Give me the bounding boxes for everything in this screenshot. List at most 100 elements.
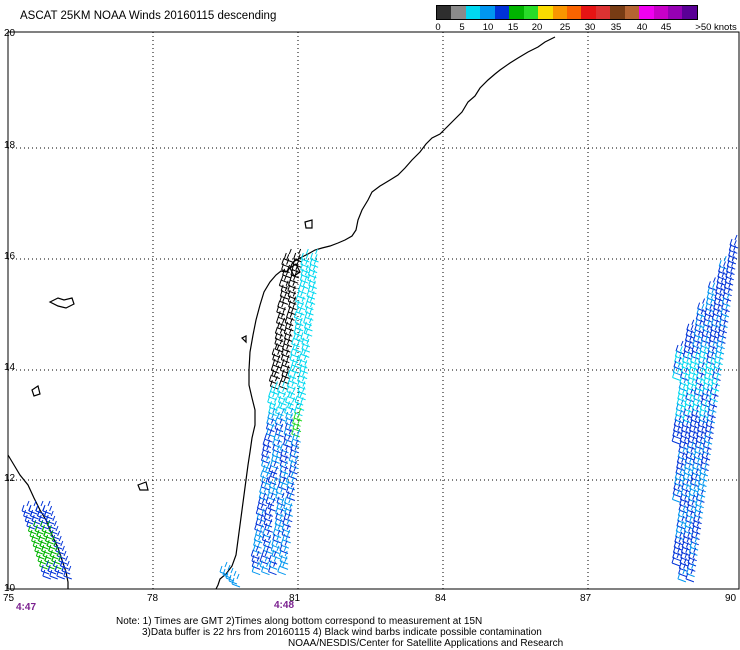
legend-swatch: [682, 6, 697, 19]
wind-barb: [34, 540, 43, 555]
wind-barb: [261, 529, 271, 544]
legend-swatch: [465, 6, 481, 19]
legend-label: 30: [584, 22, 596, 33]
wind-barb: [292, 413, 301, 427]
wind-barb: [295, 397, 305, 411]
lat-label: 10: [4, 583, 16, 594]
lon-label: 90: [725, 593, 737, 604]
wind-barb: [231, 573, 241, 588]
wind-barb: [291, 423, 300, 438]
wind-barbs: [21, 234, 739, 588]
wind-barb: [40, 560, 50, 575]
legend-labels: 0 5 10 15 20 25 30 35 40 45 >50 knots: [435, 20, 736, 33]
wind-barb: [307, 280, 317, 295]
wind-barb: [293, 328, 302, 342]
legend-swatch: [523, 6, 539, 19]
wind-barb: [261, 455, 270, 470]
wind-barb: [300, 259, 309, 274]
legend-label: 5: [459, 22, 465, 33]
wind-barb: [268, 460, 278, 475]
lon-label: 75: [3, 593, 15, 604]
wind-barb: [281, 338, 291, 353]
wind-barb: [275, 402, 284, 417]
wind-barb: [282, 264, 291, 279]
wind-barb: [256, 497, 266, 512]
legend-swatch: [639, 6, 654, 19]
wind-barb: [284, 418, 294, 433]
wind-barb: [300, 328, 310, 342]
wind-barb: [255, 513, 265, 528]
wind-barb: [261, 561, 270, 576]
wind-barb: [298, 354, 308, 369]
wind-barb: [31, 530, 40, 545]
wind-barb: [262, 460, 272, 475]
wind-barb: [293, 407, 303, 422]
wind-barb: [285, 482, 295, 496]
legend-label: 0: [435, 22, 441, 33]
inland-lake-4: [137, 481, 149, 491]
wind-barb: [273, 429, 283, 443]
wind-barb: [42, 565, 51, 580]
legend-swatch: [624, 6, 640, 19]
legend-label: >50 knots: [695, 22, 737, 33]
wind-barb: [287, 365, 297, 380]
wind-barb: [287, 397, 296, 411]
wind-barb: [283, 429, 293, 443]
wind-barb: [289, 360, 299, 374]
graticule: [8, 32, 739, 589]
wind-barb: [285, 317, 294, 332]
wind-barb: [266, 423, 275, 438]
wind-barb: [251, 561, 261, 576]
wind-barb: [280, 349, 290, 364]
wind-barb: [262, 439, 272, 454]
lat-label: 14: [4, 362, 16, 373]
wind-barb: [35, 545, 45, 560]
wind-barb: [263, 513, 273, 528]
wind-barb: [267, 497, 276, 512]
wind-barb: [39, 555, 48, 570]
wind-barb: [277, 561, 286, 576]
wind-barb: [252, 540, 262, 554]
note-line-2: 3)Data buffer is 22 hrs from 20160115 4)…: [142, 627, 542, 638]
wind-barb: [267, 407, 276, 422]
wind-barb: [56, 565, 65, 580]
wind-barb: [23, 505, 32, 520]
wind-barb: [294, 317, 304, 332]
wind-barb: [271, 365, 280, 380]
wind-barb: [685, 568, 695, 583]
lat-label: 18: [4, 140, 16, 151]
note-line-3: NOAA/NESDIS/Center for Satellite Applica…: [288, 638, 564, 649]
wind-barb: [671, 430, 681, 445]
wind-barb: [280, 535, 290, 549]
wind-barb: [24, 510, 34, 525]
wind-barb: [26, 515, 35, 530]
wind-barb: [275, 487, 284, 501]
map-title: ASCAT 25KM NOAA Winds 20160115 descendin…: [20, 10, 277, 22]
legend-swatch: [581, 6, 596, 19]
wind-barb: [261, 545, 271, 560]
srilanka-coast: [7, 454, 69, 589]
wind-barb: [292, 429, 301, 443]
wind-barb: [279, 466, 288, 480]
wind-barb: [672, 367, 681, 381]
wind-barb: [259, 556, 269, 570]
legend-label: 15: [507, 22, 519, 33]
wind-barb: [49, 565, 58, 580]
wind-barb: [280, 444, 289, 459]
wind-barb: [32, 535, 42, 550]
legend-swatch: [480, 6, 495, 19]
wind-barb: [288, 466, 298, 480]
wind-barb: [297, 386, 306, 401]
legend-swatch: [437, 6, 452, 19]
wind-barb: [294, 391, 304, 406]
wind-barb: [254, 519, 263, 533]
wind-barb: [279, 291, 289, 305]
wind-barb: [268, 402, 277, 417]
wind-barb: [290, 344, 299, 358]
pass-time: 4:47: [16, 602, 37, 613]
legend-swatch: [668, 6, 683, 19]
wind-barb: [270, 466, 279, 480]
legend-swatch: [566, 6, 582, 19]
legend-swatch: [653, 6, 668, 19]
